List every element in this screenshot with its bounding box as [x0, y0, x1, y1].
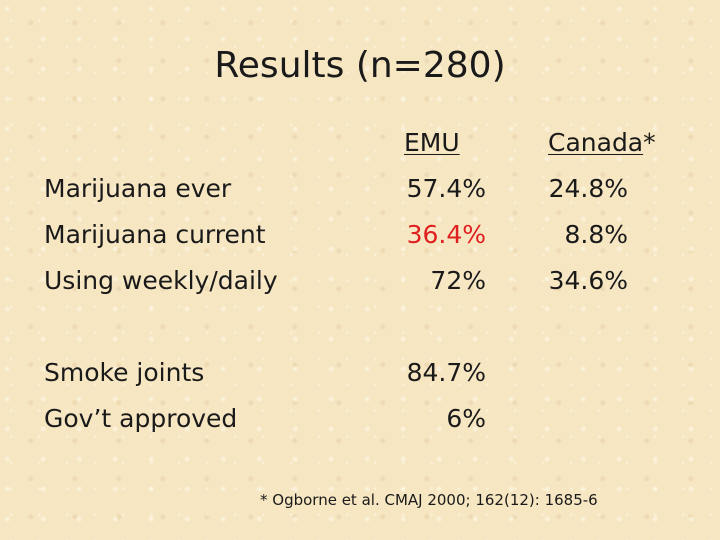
row-label-using-weekly-daily: Using weekly/daily: [44, 266, 278, 295]
column-header-canada-marker: *: [643, 128, 656, 157]
value-emu-marijuana-current: 36.4%: [406, 220, 486, 249]
footnote-citation: * Ogborne et al. CMAJ 2000; 162(12): 168…: [260, 491, 598, 509]
value-emu-govt-approved: 6%: [446, 404, 486, 433]
column-header-emu: EMU: [404, 128, 460, 158]
value-canada-marijuana-ever: 24.8%: [548, 174, 628, 203]
value-emu-smoke-joints: 84.7%: [406, 358, 486, 387]
column-header-canada: Canada*: [548, 128, 656, 158]
value-canada-using-weekly-daily: 34.6%: [548, 266, 628, 295]
row-label-marijuana-ever: Marijuana ever: [44, 174, 232, 203]
row-label-marijuana-current: Marijuana current: [44, 220, 266, 249]
column-header-emu-text: EMU: [404, 128, 460, 157]
slide-title: Results (n=280): [214, 45, 506, 86]
value-canada-marijuana-current: 8.8%: [564, 220, 628, 249]
value-emu-marijuana-ever: 57.4%: [406, 174, 486, 203]
row-label-smoke-joints: Smoke joints: [44, 358, 205, 387]
row-label-govt-approved: Gov’t approved: [44, 404, 238, 433]
value-emu-using-weekly-daily: 72%: [430, 266, 486, 295]
column-header-canada-text: Canada: [548, 128, 644, 157]
